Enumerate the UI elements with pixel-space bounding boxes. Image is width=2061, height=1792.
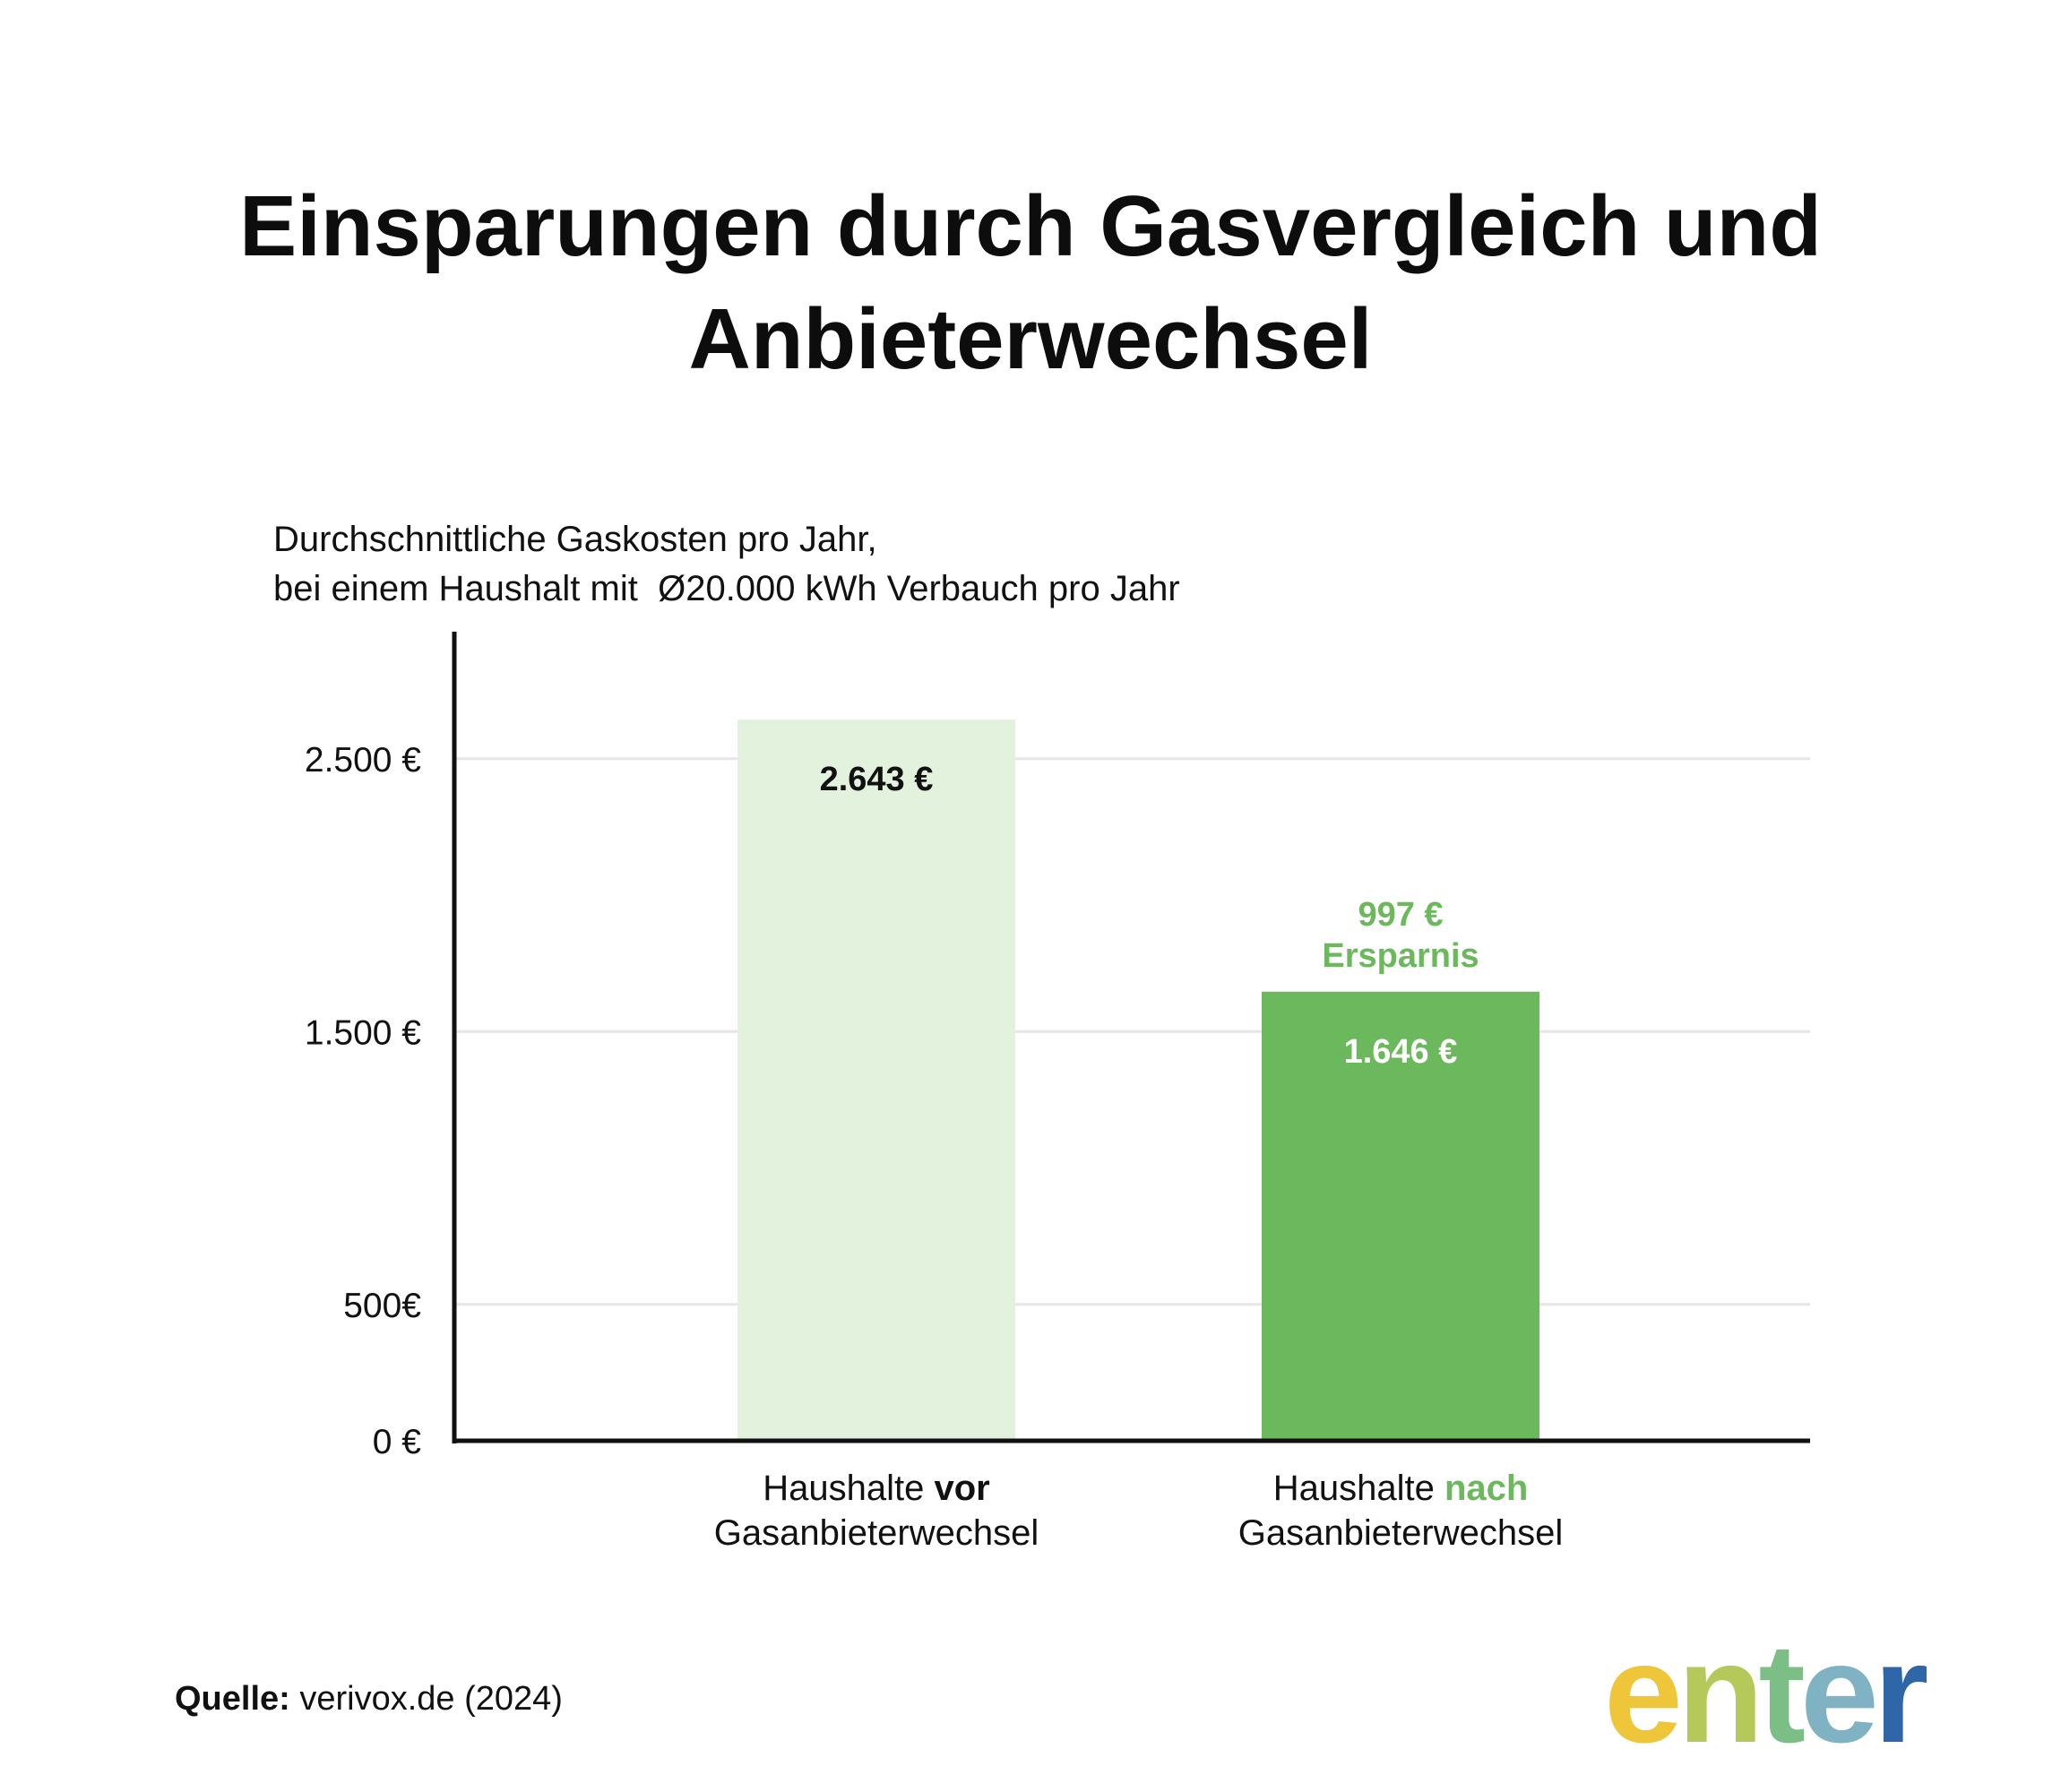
logo-letter: e <box>1604 1615 1683 1772</box>
chart-title: Einsparungen durch Gasvergleich und Anbi… <box>0 170 2061 396</box>
bar-value-label: 2.643 € <box>820 761 934 798</box>
labels: 0 € 500€ 1.500 € 2.500 € 2.643 € 1.646 € 997 €… <box>305 741 1479 1461</box>
source-text: verivox.de (2024) <box>289 1680 563 1718</box>
chart-title-line-1: Einsparungen durch Gasvergleich und <box>239 178 1822 274</box>
source-note: Quelle: verivox.de (2024) <box>175 1677 563 1720</box>
chart-subtitle-line-1: Durchschnittliche Gaskosten pro Jahr, <box>273 520 877 559</box>
enter-logo: enter <box>1604 1615 1928 1772</box>
y-tick-label: 1.500 € <box>305 1013 421 1052</box>
x-category-label-after-line-1: Haushalte nach <box>1132 1466 1669 1511</box>
logo-letter: r <box>1873 1615 1928 1772</box>
x-category-label-before-line-1: Haushalte vor <box>608 1466 1145 1511</box>
source-label: Quelle: <box>175 1680 290 1718</box>
chart-subtitle-line-2: bei einem Haushalt mit Ø20.000 kWh Verba… <box>273 569 1180 608</box>
bar-value-label: 1.646 € <box>1344 1033 1458 1071</box>
bar <box>1262 991 1539 1441</box>
y-tick-label: 2.500 € <box>305 741 421 780</box>
y-tick-label: 0 € <box>373 1423 422 1461</box>
bar <box>737 719 1015 1441</box>
logo-letter: n <box>1677 1615 1763 1772</box>
x-category-label-before: Haushalte vor Gasanbieterwechsel <box>608 1466 1145 1555</box>
x-category-label-before-emphasis: vor <box>934 1469 990 1508</box>
x-category-label-before-line-2: Gasanbieterwechsel <box>713 1513 1039 1553</box>
bars <box>737 719 1539 1441</box>
x-category-label-before-prefix: Haushalte <box>763 1469 935 1508</box>
savings-annotation-label: Ersparnis <box>1322 937 1479 975</box>
axes <box>452 632 1810 1443</box>
x-category-label-after-emphasis: nach <box>1444 1469 1529 1508</box>
x-category-label-after: Haushalte nach Gasanbieterwechsel <box>1132 1466 1669 1555</box>
y-tick-label: 500€ <box>343 1287 421 1325</box>
chart-subtitle: Durchschnittliche Gaskosten pro Jahr, be… <box>273 515 1180 614</box>
savings-annotation-amount: 997 € <box>1358 896 1443 934</box>
logo-letter: e <box>1800 1615 1879 1772</box>
x-category-label-after-prefix: Haushalte <box>1272 1469 1444 1508</box>
x-category-label-after-line-2: Gasanbieterwechsel <box>1237 1513 1564 1553</box>
chart-title-line-2: Anbieterwechsel <box>688 291 1373 387</box>
logo-letter: t <box>1758 1615 1806 1772</box>
gridlines <box>454 757 1810 1306</box>
